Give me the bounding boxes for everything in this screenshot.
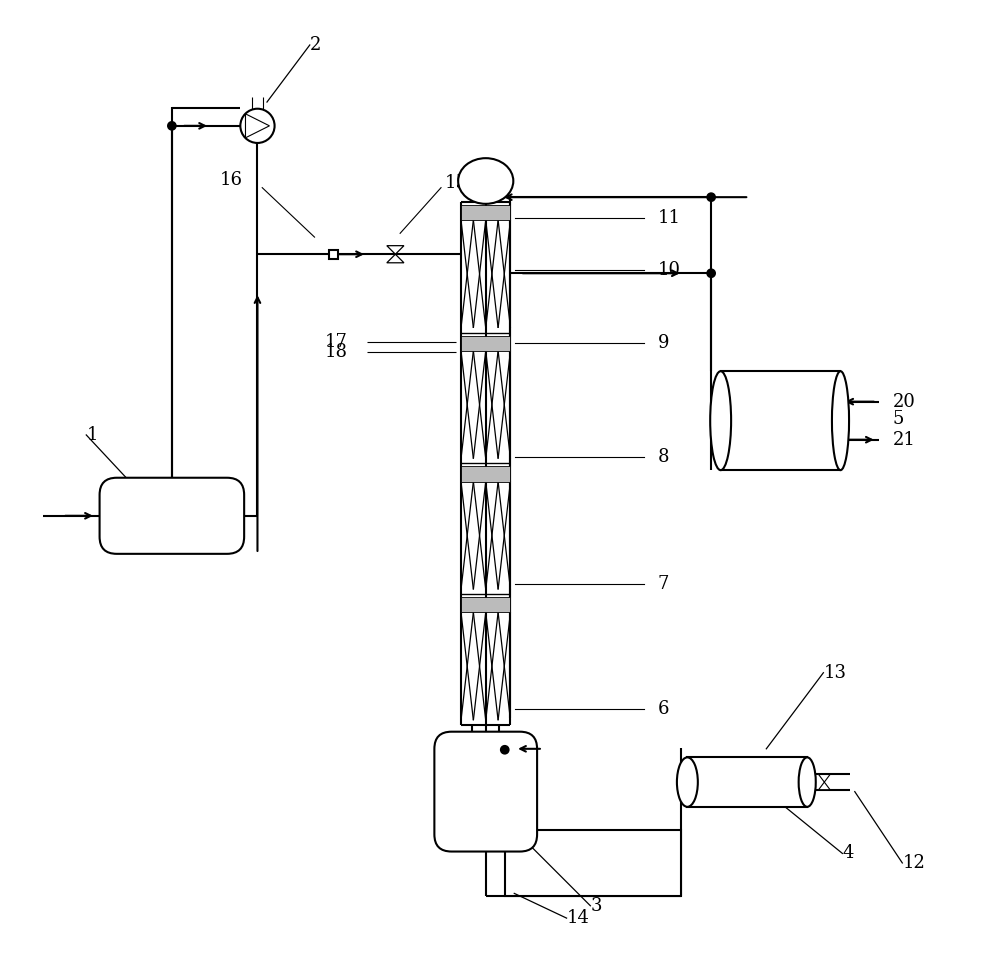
- Text: 3: 3: [590, 896, 602, 915]
- Ellipse shape: [832, 372, 849, 470]
- Polygon shape: [387, 246, 404, 254]
- Circle shape: [501, 746, 509, 754]
- Text: 8: 8: [658, 448, 669, 466]
- Bar: [721, 372, 840, 470]
- Text: 16: 16: [220, 171, 243, 189]
- Bar: [461, 336, 510, 350]
- Polygon shape: [819, 775, 830, 782]
- Text: 12: 12: [902, 854, 925, 872]
- Text: 4: 4: [842, 844, 854, 863]
- Text: 7: 7: [658, 575, 669, 593]
- Text: 20: 20: [893, 393, 916, 411]
- Text: 2: 2: [310, 36, 321, 54]
- Circle shape: [707, 193, 715, 201]
- Text: 10: 10: [658, 261, 681, 279]
- Ellipse shape: [799, 758, 816, 807]
- Text: 5: 5: [893, 410, 904, 427]
- Circle shape: [707, 269, 715, 277]
- Text: 14: 14: [567, 909, 589, 927]
- Text: 6: 6: [658, 701, 669, 718]
- Bar: [461, 466, 510, 482]
- FancyBboxPatch shape: [100, 478, 244, 554]
- Bar: [461, 205, 510, 220]
- Text: 9: 9: [658, 334, 669, 352]
- FancyBboxPatch shape: [434, 731, 537, 851]
- Ellipse shape: [458, 158, 513, 204]
- Polygon shape: [387, 254, 404, 262]
- Ellipse shape: [710, 372, 731, 470]
- Bar: [687, 758, 807, 807]
- Text: 21: 21: [893, 430, 916, 449]
- Bar: [505, 830, 681, 896]
- Text: 18: 18: [325, 344, 348, 361]
- Circle shape: [168, 122, 176, 129]
- Text: 15: 15: [445, 174, 468, 192]
- Text: 13: 13: [823, 664, 846, 681]
- Polygon shape: [245, 114, 269, 138]
- Bar: [461, 597, 510, 613]
- Polygon shape: [819, 782, 830, 789]
- Text: 11: 11: [658, 208, 681, 227]
- Text: 17: 17: [325, 333, 348, 351]
- Bar: [329, 250, 338, 259]
- Text: 1: 1: [86, 426, 98, 444]
- Ellipse shape: [677, 758, 698, 807]
- Circle shape: [240, 109, 275, 143]
